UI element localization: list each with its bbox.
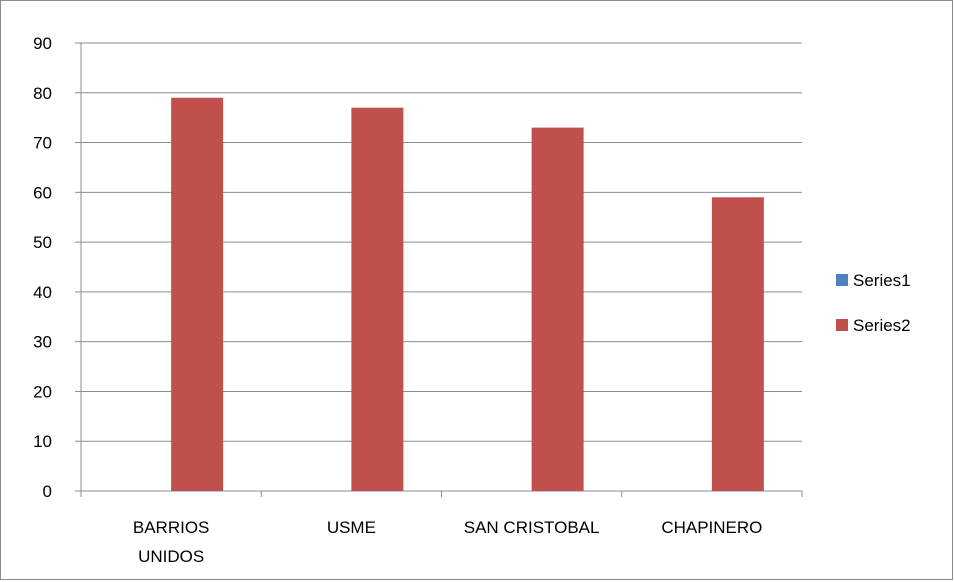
y-tick-label: 80 xyxy=(33,84,52,103)
y-tick-label: 50 xyxy=(33,233,52,252)
x-category-label: BARRIOS xyxy=(133,518,210,537)
y-tick-label: 60 xyxy=(33,183,52,202)
y-tick-label: 0 xyxy=(43,482,52,501)
y-tick-label: 70 xyxy=(33,134,52,153)
bar-series2 xyxy=(711,197,764,492)
y-tick-label: 90 xyxy=(33,34,52,53)
legend-label: Series1 xyxy=(853,271,911,290)
y-tick-label: 10 xyxy=(33,432,52,451)
legend-swatch-series1 xyxy=(836,274,848,286)
x-category-label: USME xyxy=(327,518,376,537)
y-tick-label: 20 xyxy=(33,382,52,401)
x-category-label: CHAPINERO xyxy=(661,518,762,537)
y-tick-label: 40 xyxy=(33,283,52,302)
legend-label: Series2 xyxy=(853,316,911,335)
legend-swatch-series2 xyxy=(836,319,848,331)
bar-series2 xyxy=(351,107,404,491)
y-tick-label: 30 xyxy=(33,333,52,352)
bar-series2 xyxy=(171,97,224,491)
bar-series2 xyxy=(531,127,584,491)
x-category-label: SAN CRISTOBAL xyxy=(464,518,600,537)
x-category-label: UNIDOS xyxy=(138,547,204,566)
